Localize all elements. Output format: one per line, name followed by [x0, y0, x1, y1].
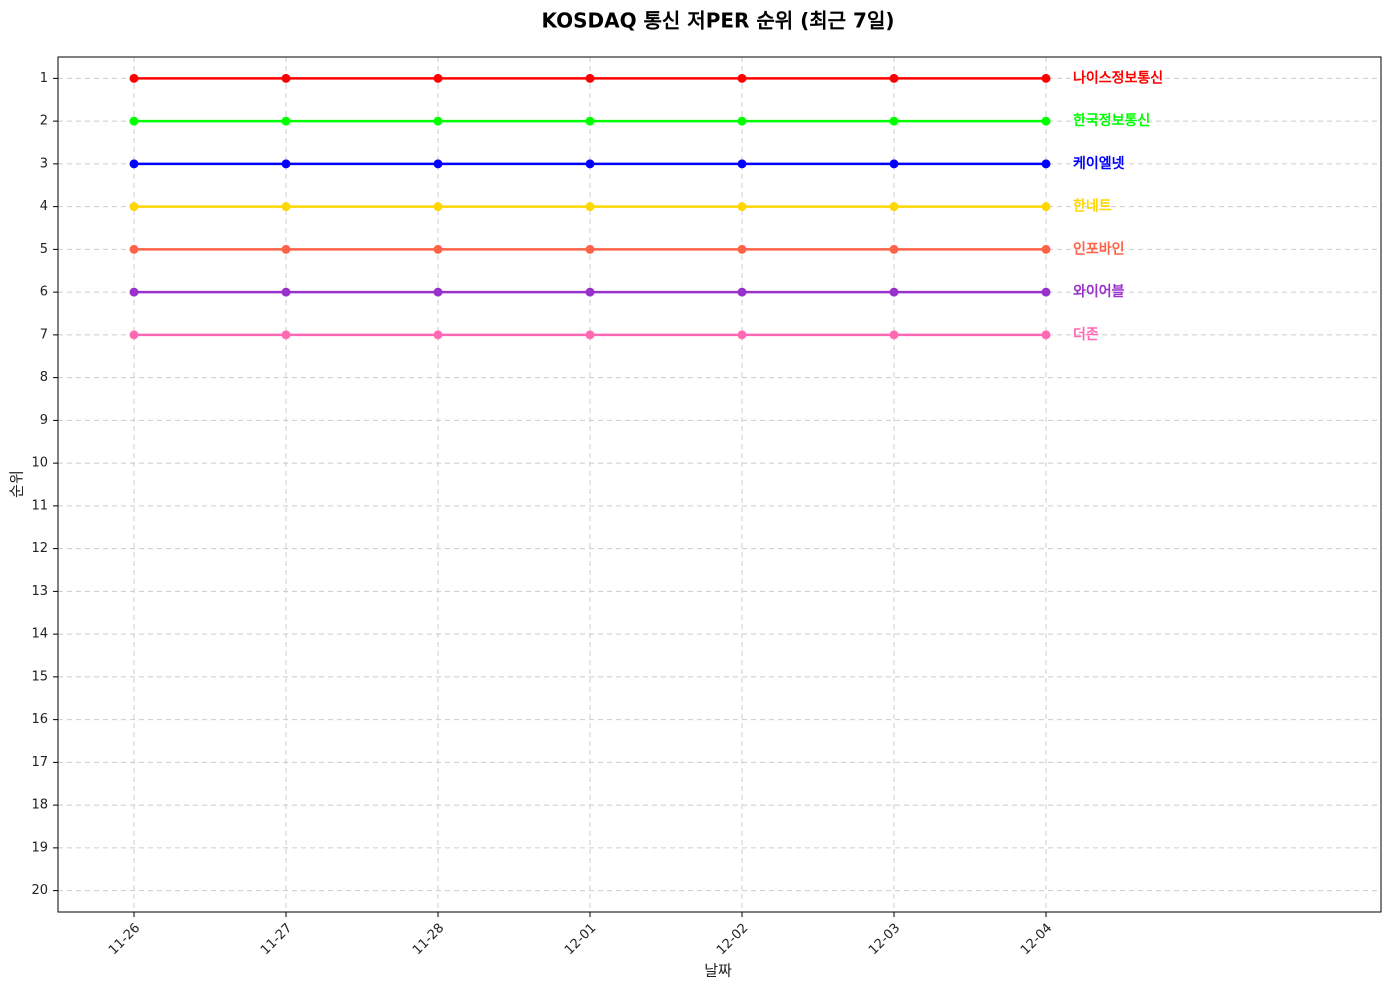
data-point: [585, 330, 595, 340]
data-point: [129, 287, 139, 297]
y-tick-label: 16: [31, 712, 48, 727]
series-label: 와이어블: [1073, 283, 1125, 300]
data-point: [281, 73, 291, 83]
y-tick-label: 17: [31, 755, 48, 770]
y-tick-label: 9: [40, 413, 48, 428]
data-point: [281, 287, 291, 297]
x-axis-label: 날짜: [704, 962, 732, 980]
y-tick-label: 15: [31, 669, 48, 684]
data-point: [737, 330, 747, 340]
y-tick-label: 13: [31, 584, 48, 599]
data-point: [1041, 202, 1051, 212]
data-point: [585, 116, 595, 126]
y-tick-label: 7: [40, 327, 48, 342]
y-tick-label: 5: [40, 242, 48, 257]
data-point: [737, 116, 747, 126]
chart-title: KOSDAQ 통신 저PER 순위 (최근 7일): [541, 9, 894, 33]
data-point: [889, 287, 899, 297]
data-point: [737, 202, 747, 212]
y-tick-label: 3: [40, 156, 48, 171]
y-tick-label: 10: [31, 456, 48, 471]
data-point: [129, 116, 139, 126]
y-tick-label: 18: [31, 798, 48, 813]
data-point: [281, 116, 291, 126]
data-point: [585, 73, 595, 83]
series-label: 나이스정보통신: [1073, 69, 1163, 86]
data-point: [889, 73, 899, 83]
data-point: [281, 202, 291, 212]
series-label: 한국정보통신: [1073, 112, 1150, 129]
data-point: [129, 330, 139, 340]
y-tick-label: 19: [31, 840, 48, 855]
y-tick-label: 8: [40, 370, 48, 385]
data-point: [1041, 330, 1051, 340]
y-tick-label: 4: [40, 199, 48, 214]
data-point: [1041, 244, 1051, 254]
data-point: [433, 73, 443, 83]
data-point: [129, 159, 139, 169]
y-tick-label: 12: [31, 541, 48, 556]
data-point: [585, 287, 595, 297]
plot-frame: [57, 56, 1382, 913]
data-point: [1041, 159, 1051, 169]
data-point: [433, 330, 443, 340]
data-point: [1041, 73, 1051, 83]
y-tick-label: 20: [31, 883, 48, 898]
data-point: [433, 202, 443, 212]
y-tick-label: 6: [40, 285, 48, 300]
y-tick-label: 11: [31, 498, 48, 513]
data-point: [737, 287, 747, 297]
data-point: [1041, 116, 1051, 126]
data-point: [737, 73, 747, 83]
data-point: [129, 73, 139, 83]
y-tick-label: 2: [40, 114, 48, 129]
data-point: [433, 287, 443, 297]
data-point: [889, 202, 899, 212]
series-label: 케이엘넷: [1073, 155, 1125, 172]
y-axis-label: 순위: [8, 470, 26, 498]
data-point: [1041, 287, 1051, 297]
data-point: [585, 159, 595, 169]
data-point: [281, 159, 291, 169]
data-point: [129, 202, 139, 212]
series-label: 더존: [1073, 327, 1099, 343]
data-point: [585, 244, 595, 254]
data-point: [281, 244, 291, 254]
data-point: [281, 330, 291, 340]
y-tick-label: 14: [31, 627, 48, 642]
data-point: [737, 159, 747, 169]
data-point: [129, 244, 139, 254]
series-label: 한네트: [1073, 199, 1112, 215]
y-tick-label: 1: [40, 71, 48, 86]
data-point: [585, 202, 595, 212]
data-point: [433, 159, 443, 169]
data-point: [889, 330, 899, 340]
data-point: [889, 244, 899, 254]
data-point: [433, 116, 443, 126]
series-label: 인포바인: [1073, 240, 1125, 257]
data-point: [433, 244, 443, 254]
data-point: [889, 159, 899, 169]
data-point: [737, 244, 747, 254]
data-point: [889, 116, 899, 126]
